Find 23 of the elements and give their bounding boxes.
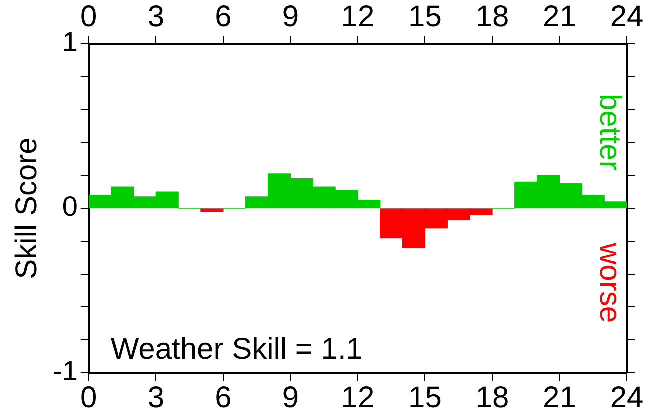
x-tick-label: 24	[610, 381, 644, 414]
x2-tick-label: 9	[282, 0, 300, 34]
x-tick-label: 21	[543, 381, 576, 414]
x2-tick-label: 15	[408, 0, 442, 34]
x-tick-label: 15	[408, 381, 442, 414]
x2-tick-label: 12	[341, 0, 375, 34]
annotation: Weather Skill = 1.1	[110, 333, 363, 366]
x-tick-label: 6	[215, 381, 232, 414]
annotation: better	[594, 94, 627, 171]
x-tick-label: 12	[341, 381, 375, 414]
x2-tick-label: 18	[476, 0, 510, 34]
annotation: worse	[594, 242, 627, 324]
x2-tick-label: 6	[215, 0, 232, 34]
x-tick-label: 18	[476, 381, 510, 414]
y-tick-label: 1	[62, 26, 78, 58]
x-tick-label: 3	[148, 381, 165, 414]
y-tick-label: 0	[62, 191, 78, 222]
y-tick-label: -1	[52, 356, 78, 387]
x2-tick-label: 24	[610, 0, 644, 34]
x-tick-label: 9	[282, 381, 300, 414]
x2-tick-label: 21	[543, 0, 576, 34]
y-axis-title: Skill Score	[10, 138, 44, 280]
x2-tick-label: 3	[148, 0, 165, 34]
